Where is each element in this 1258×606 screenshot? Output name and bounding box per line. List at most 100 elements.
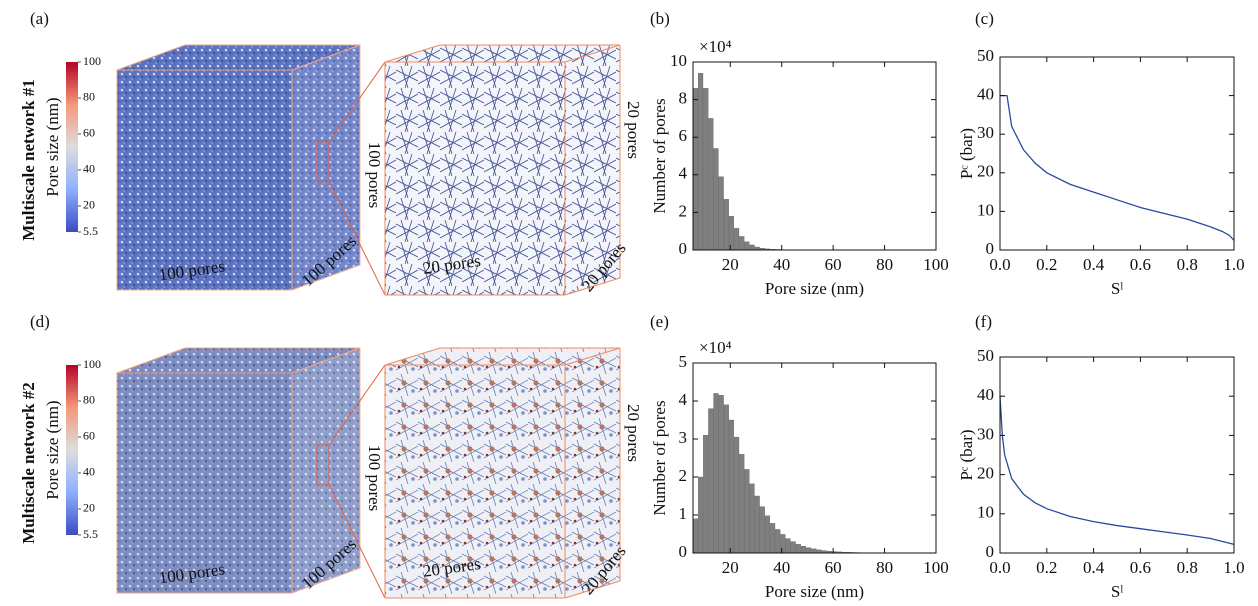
- histogram-bar: [749, 483, 755, 554]
- x-tick-label: 0.4: [1083, 558, 1105, 577]
- colorbar-tick-label: 60: [83, 126, 95, 140]
- y-tick-label: 20: [977, 464, 994, 483]
- x-tick-label: 100: [923, 558, 949, 577]
- cube-front: [116, 69, 293, 291]
- colorbar-tick-label: 20: [83, 198, 95, 212]
- x-tick-label: 1.0: [1223, 558, 1244, 577]
- x-axis-label: Pore size (nm): [765, 582, 864, 601]
- y-axis-label: Number of pores: [650, 400, 669, 515]
- histogram-bar: [697, 476, 704, 554]
- plot-frame: [999, 56, 1235, 251]
- x-axis-label: Sˡ: [1111, 582, 1123, 601]
- zoom-cube-edge: [384, 347, 441, 366]
- zoom-label: 20 pores: [624, 404, 643, 462]
- zoom-line: [328, 484, 386, 599]
- histogram-bar: [713, 393, 719, 554]
- y-axis-label: Pᶜ (bar): [957, 128, 976, 179]
- histogram-bar: [718, 395, 724, 554]
- y-tick-label: 5: [679, 352, 688, 371]
- zoom-cube-edge: [564, 580, 621, 599]
- y-multiplier: ×10⁴: [699, 37, 732, 56]
- histogram-bar: [749, 244, 755, 251]
- row-label: Multiscale network #1: [19, 79, 38, 240]
- colorbar-tick-label: 5.5: [83, 527, 98, 541]
- x-tick-label: 40: [773, 558, 790, 577]
- histogram-bar: [744, 241, 750, 251]
- histogram-bar: [764, 515, 770, 554]
- histogram-bar: [723, 404, 729, 554]
- y-tick-label: 30: [977, 123, 994, 142]
- histogram-bar: [723, 199, 729, 251]
- histogram-bar: [713, 148, 719, 251]
- y-multiplier: ×10⁴: [699, 338, 732, 357]
- zoom-selection: [316, 141, 330, 183]
- histogram-bar: [775, 529, 781, 554]
- histogram-bar: [780, 534, 786, 554]
- zoom-label: 20 pores: [624, 101, 643, 159]
- y-tick-label: 50: [977, 346, 994, 365]
- y-tick-label: 30: [977, 424, 994, 443]
- colorbar-tick-label: 40: [83, 162, 95, 176]
- colorbar-label: Pore size (nm): [43, 400, 62, 499]
- colorbar-tick-label: 60: [83, 429, 95, 443]
- x-tick-label: 0.6: [1130, 558, 1151, 577]
- y-tick-label: 10: [670, 51, 687, 70]
- colorbar-tick-label: 40: [83, 465, 95, 479]
- x-tick-label: 0.8: [1177, 558, 1198, 577]
- colorbar-tick-label: 5.5: [83, 224, 98, 238]
- zoom-cube-edge: [564, 347, 621, 366]
- histogram-bar: [703, 88, 709, 251]
- x-tick-label: 40: [773, 255, 790, 274]
- panel-label: (c): [975, 9, 994, 28]
- y-tick-label: 40: [977, 85, 994, 104]
- x-tick-label: 0.2: [1036, 558, 1057, 577]
- histogram-bar: [795, 544, 801, 554]
- histogram-bar: [718, 176, 724, 251]
- x-tick-label: 80: [876, 558, 893, 577]
- zoom-cube: [385, 45, 620, 295]
- zoom-line: [328, 364, 386, 446]
- colorbar-tick-label: 80: [83, 90, 95, 104]
- y-tick-label: 50: [977, 46, 994, 65]
- y-tick-label: 6: [679, 126, 688, 145]
- x-tick-label: 0.6: [1130, 255, 1151, 274]
- y-tick-label: 0: [679, 542, 688, 561]
- y-tick-label: 2: [679, 466, 688, 485]
- colorbar-tick-label: 20: [83, 501, 95, 515]
- y-tick-label: 3: [679, 428, 688, 447]
- histogram-bar: [692, 518, 698, 554]
- y-tick-label: 0: [986, 542, 995, 561]
- histogram-bar: [811, 548, 817, 554]
- zoom-cube-edge: [564, 44, 621, 63]
- colorbar-label: Pore size (nm): [43, 97, 62, 196]
- data-line: [999, 396, 1235, 546]
- x-tick-label: 80: [876, 255, 893, 274]
- x-axis-label: Pore size (nm): [765, 279, 864, 298]
- histogram-bar: [708, 118, 714, 251]
- panel-label: (f): [975, 312, 992, 331]
- zoom-line: [328, 181, 386, 296]
- colorbar-tick-label: 100: [83, 54, 101, 68]
- x-tick-label: 1.0: [1223, 255, 1244, 274]
- histogram-bar: [800, 546, 806, 554]
- zoom-cube-edge: [564, 277, 621, 296]
- y-tick-label: 2: [679, 201, 688, 220]
- zoom-cube-edge: [384, 44, 441, 63]
- histogram-bar: [728, 216, 734, 251]
- row-label: Multiscale network #2: [19, 382, 38, 543]
- y-tick-label: 20: [977, 162, 994, 181]
- y-axis-label: Pᶜ (bar): [957, 429, 976, 480]
- x-tick-label: 0.0: [989, 255, 1010, 274]
- y-tick-label: 10: [977, 200, 994, 219]
- plot-frame: [692, 362, 937, 554]
- colorbar-tick-label: 100: [83, 357, 101, 371]
- x-tick-label: 100: [923, 255, 949, 274]
- y-tick-label: 10: [977, 503, 994, 522]
- x-tick-label: 60: [825, 255, 842, 274]
- zoom-label: 100 pores: [365, 142, 384, 209]
- panel-label: (e): [650, 312, 669, 331]
- x-axis-label: Sˡ: [1111, 279, 1123, 298]
- panel-label: (d): [30, 312, 50, 331]
- x-tick-label: 0.2: [1036, 255, 1057, 274]
